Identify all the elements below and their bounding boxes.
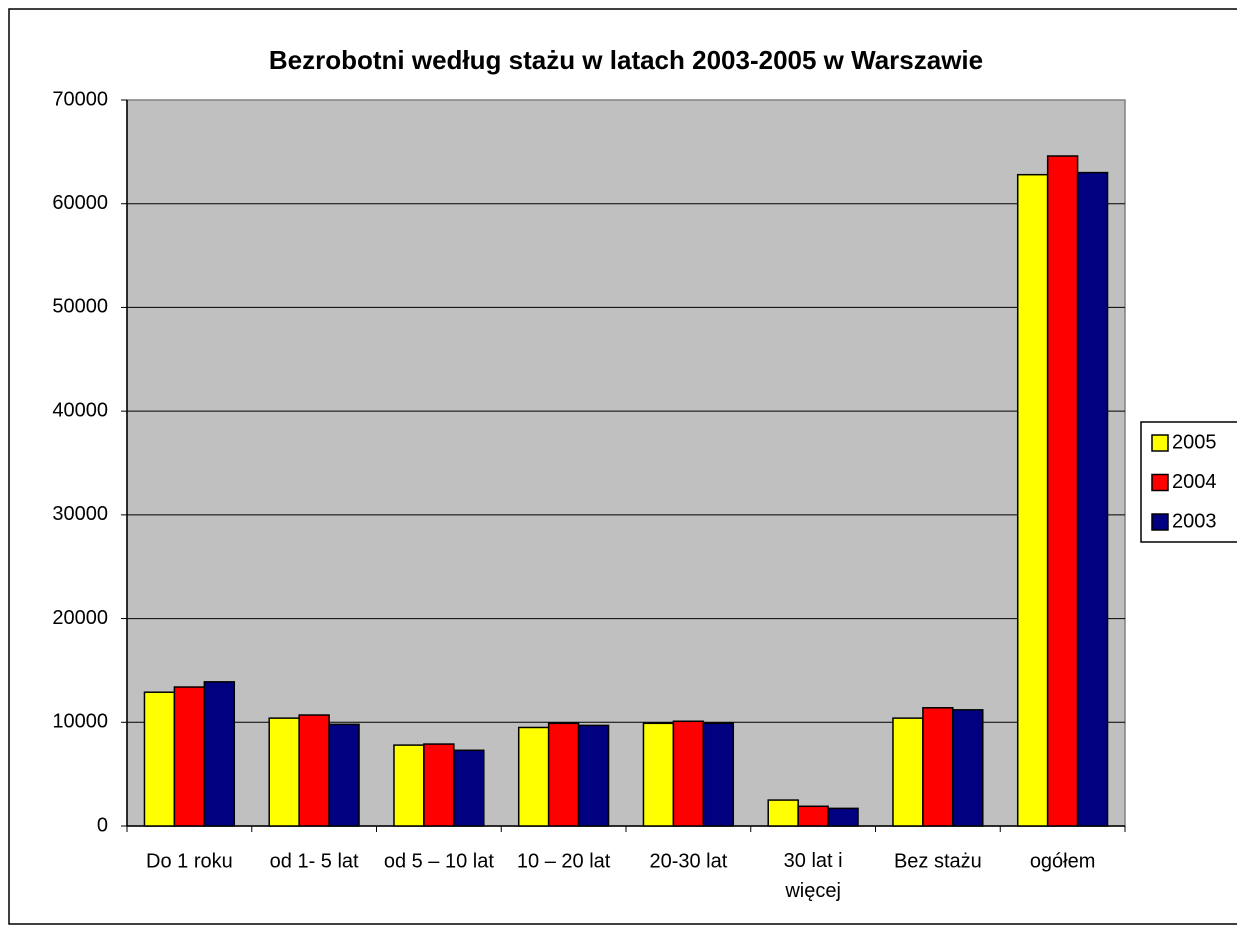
legend-swatch bbox=[1151, 473, 1169, 492]
bar bbox=[203, 681, 236, 827]
bar bbox=[922, 707, 954, 827]
y-tick-label: 30000 bbox=[52, 503, 108, 525]
legend-swatch bbox=[1151, 434, 1169, 452]
y-tick-label: 70000 bbox=[52, 88, 108, 110]
bar bbox=[672, 720, 705, 827]
x-tick-label: Do 1 roku bbox=[146, 850, 233, 872]
y-tick-label: 60000 bbox=[52, 192, 108, 214]
x-tick-label: od 5 – 10 lat bbox=[384, 850, 495, 872]
x-tick-label: ogółem bbox=[1030, 850, 1096, 872]
y-tick-label: 10000 bbox=[52, 711, 108, 733]
bar bbox=[423, 743, 455, 827]
y-tick-label: 20000 bbox=[52, 607, 108, 629]
bar bbox=[702, 722, 735, 827]
y-tick-label: 40000 bbox=[52, 399, 108, 421]
x-tick-label: 10 – 20 lat bbox=[517, 850, 611, 872]
bar bbox=[1016, 173, 1049, 827]
bar bbox=[268, 717, 300, 827]
legend-label: 2005 bbox=[1172, 431, 1217, 453]
bar bbox=[1076, 171, 1109, 827]
x-tick-label: 30 lat i więcej bbox=[784, 850, 843, 902]
legend-swatch bbox=[1151, 513, 1169, 531]
bar bbox=[328, 723, 360, 827]
chart-title: Bezrobotni według stażu w latach 2003-20… bbox=[269, 45, 983, 75]
y-tick-label: 0 bbox=[97, 814, 108, 836]
bar bbox=[517, 726, 550, 827]
bar bbox=[642, 722, 675, 827]
x-tick-label: 20-30 lat bbox=[649, 850, 727, 872]
bar bbox=[577, 724, 610, 827]
bar bbox=[797, 805, 829, 827]
legend-label: 2003 bbox=[1172, 510, 1217, 532]
bar bbox=[173, 686, 206, 827]
bar bbox=[453, 749, 485, 827]
y-tick-label: 50000 bbox=[52, 296, 108, 318]
bar bbox=[1046, 155, 1079, 827]
bar bbox=[298, 714, 330, 827]
legend-label: 2004 bbox=[1172, 471, 1217, 493]
x-tick-label: od 1- 5 lat bbox=[270, 850, 359, 872]
plot-area bbox=[126, 99, 1126, 827]
bar bbox=[143, 691, 176, 827]
bar bbox=[393, 744, 425, 827]
x-tick-label: Bez stażu bbox=[894, 850, 982, 872]
bar bbox=[767, 799, 799, 827]
bar bbox=[547, 722, 580, 827]
bar bbox=[827, 807, 859, 827]
bar bbox=[952, 709, 984, 827]
bar bbox=[892, 717, 924, 827]
